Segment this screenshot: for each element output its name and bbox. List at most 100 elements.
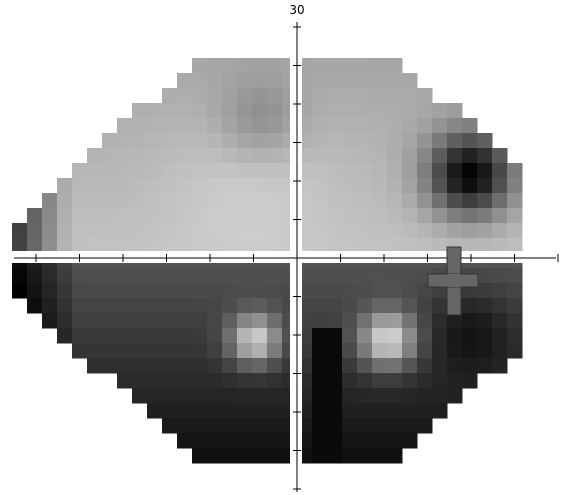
field-cell <box>342 238 358 254</box>
field-cell <box>417 403 433 419</box>
field-cell <box>417 118 433 134</box>
field-cell <box>207 73 223 89</box>
field-cell <box>342 133 358 149</box>
field-cell <box>162 268 178 284</box>
field-cell <box>132 343 148 359</box>
field-cell <box>42 298 58 314</box>
field-cell <box>312 88 328 104</box>
field-cell <box>207 358 223 374</box>
field-cell <box>387 313 403 329</box>
field-cell <box>507 223 523 239</box>
field-cell <box>372 133 388 149</box>
field-cell <box>492 208 508 224</box>
field-cell <box>117 193 133 209</box>
field-cell <box>72 283 88 299</box>
field-cell <box>327 418 343 434</box>
field-cell <box>42 238 58 254</box>
field-cell <box>57 193 73 209</box>
field-cell <box>162 373 178 389</box>
field-cell <box>192 103 208 119</box>
field-cell <box>462 358 478 374</box>
field-cell <box>72 268 88 284</box>
field-cell <box>102 208 118 224</box>
field-cell <box>357 373 373 389</box>
field-cell <box>267 88 283 104</box>
field-cell <box>372 178 388 194</box>
field-cell <box>192 133 208 149</box>
field-cell <box>207 193 223 209</box>
field-cell <box>162 148 178 164</box>
field-cell <box>117 343 133 359</box>
field-cell <box>312 118 328 134</box>
field-cell <box>27 223 43 239</box>
field-cell <box>462 328 478 344</box>
field-cell <box>267 268 283 284</box>
field-cell <box>192 178 208 194</box>
field-cell <box>507 193 523 209</box>
field-cell <box>162 238 178 254</box>
field-cell <box>387 418 403 434</box>
field-cell <box>267 403 283 419</box>
field-cell <box>492 283 508 299</box>
field-cell <box>57 178 73 194</box>
field-cell <box>72 313 88 329</box>
field-cell <box>237 433 253 449</box>
field-cell <box>492 223 508 239</box>
field-cell <box>267 313 283 329</box>
field-cell <box>312 313 328 329</box>
field-cell <box>177 163 193 179</box>
field-cell <box>462 313 478 329</box>
field-cell <box>57 298 73 314</box>
field-cell <box>267 178 283 194</box>
field-cell <box>492 163 508 179</box>
field-cell <box>327 103 343 119</box>
field-cell <box>147 298 163 314</box>
field-cell <box>327 148 343 164</box>
field-cell <box>207 178 223 194</box>
field-cell <box>267 283 283 299</box>
field-cell <box>207 448 223 464</box>
field-cell <box>207 223 223 239</box>
field-cell <box>252 313 268 329</box>
field-cell <box>432 103 448 119</box>
field-cell <box>162 88 178 104</box>
field-cell <box>357 358 373 374</box>
field-cell <box>102 358 118 374</box>
field-cell <box>147 388 163 404</box>
field-cell <box>192 163 208 179</box>
field-cell <box>327 133 343 149</box>
field-cell <box>342 328 358 344</box>
field-cell <box>402 433 418 449</box>
field-cell <box>177 418 193 434</box>
field-cell <box>507 298 523 314</box>
field-cell <box>267 418 283 434</box>
field-cell <box>192 238 208 254</box>
field-cell <box>237 223 253 239</box>
field-cell <box>207 403 223 419</box>
field-cell <box>357 193 373 209</box>
field-cell <box>327 178 343 194</box>
field-cell <box>207 58 223 74</box>
field-cell <box>327 433 343 449</box>
field-cell <box>312 328 328 344</box>
field-cell <box>147 178 163 194</box>
field-cell <box>57 328 73 344</box>
field-cell <box>357 208 373 224</box>
field-cell <box>237 73 253 89</box>
field-cell <box>222 373 238 389</box>
field-cell <box>372 433 388 449</box>
field-cell <box>222 58 238 74</box>
field-cell <box>312 163 328 179</box>
field-cell <box>477 343 493 359</box>
field-cell <box>477 268 493 284</box>
field-cell <box>357 388 373 404</box>
field-cell <box>312 433 328 449</box>
field-cell <box>432 358 448 374</box>
field-cell <box>117 163 133 179</box>
field-cell <box>252 103 268 119</box>
field-cell <box>477 283 493 299</box>
field-cell <box>312 58 328 74</box>
field-cell <box>387 238 403 254</box>
field-cell <box>327 358 343 374</box>
field-cell <box>417 193 433 209</box>
